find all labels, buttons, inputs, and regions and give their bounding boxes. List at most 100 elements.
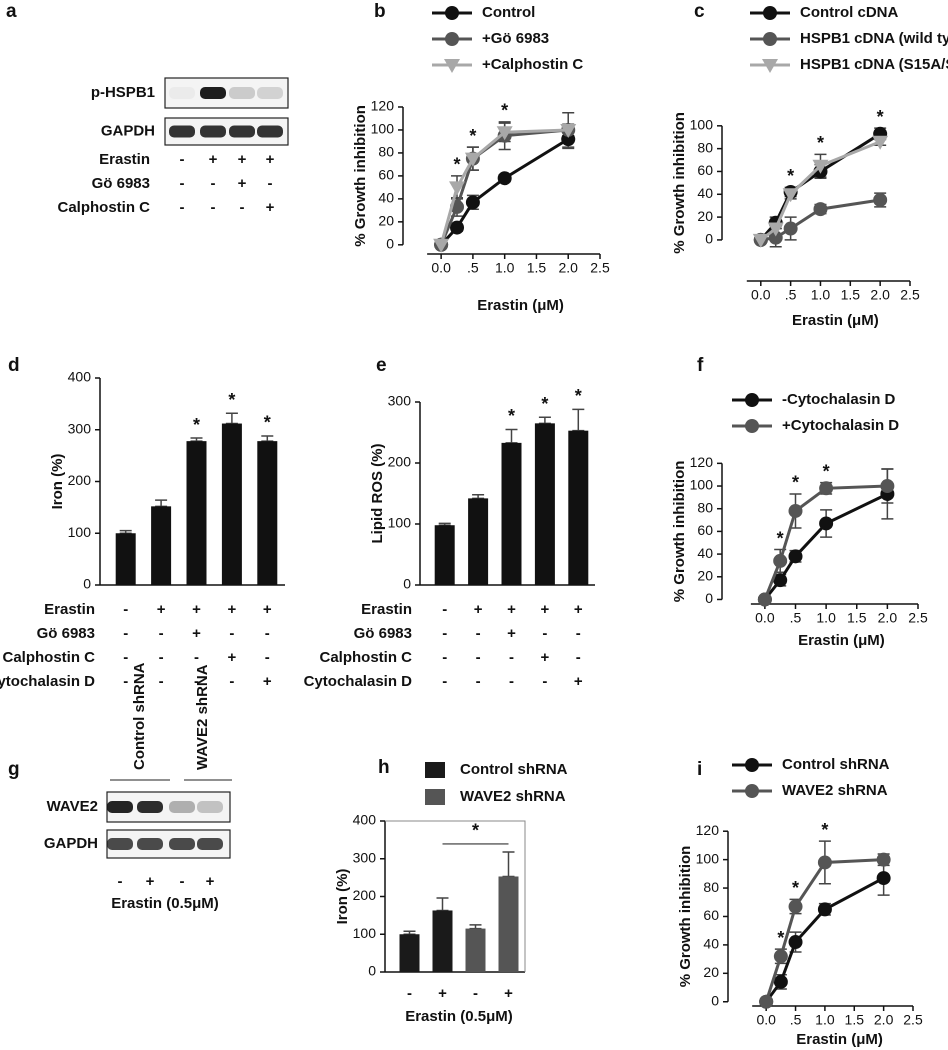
legend-label: WAVE2 shRNA <box>460 788 566 805</box>
blot-band <box>197 801 223 813</box>
y-tick-label: 100 <box>388 515 412 531</box>
x-tick-label: 0.0 <box>431 260 451 276</box>
y-tick-label: 20 <box>703 964 719 980</box>
x-tick-label: + <box>504 985 513 1002</box>
condition-sign: - <box>211 199 216 216</box>
legend-marker <box>763 32 777 46</box>
condition-sign: - <box>240 199 245 216</box>
data-point <box>817 902 832 917</box>
x-tick-label: 0.0 <box>751 287 771 303</box>
y-tick-label: 60 <box>697 162 713 178</box>
condition-sign: - <box>180 199 185 216</box>
y-tick-label: 300 <box>353 849 377 865</box>
y-tick-label: 60 <box>378 167 394 183</box>
x-tick-label: 2.0 <box>874 1012 894 1028</box>
blot-band <box>169 801 195 813</box>
y-tick-label: 300 <box>68 420 92 436</box>
y-tick-label: 200 <box>388 454 412 470</box>
error-bar <box>505 428 518 444</box>
significance-mark: * <box>228 390 235 410</box>
y-tick-label: 200 <box>68 472 92 488</box>
significance-mark: * <box>472 821 479 841</box>
data-point <box>817 855 832 870</box>
bar <box>534 423 555 585</box>
y-tick-label: 20 <box>697 208 713 224</box>
significance-mark: * <box>792 473 799 493</box>
data-point <box>433 238 450 253</box>
condition-label: Cytochalasin D <box>0 673 95 690</box>
bar <box>221 423 242 585</box>
legend-marker <box>745 419 759 433</box>
legend-marker <box>762 59 778 73</box>
condition-sign: + <box>574 673 583 690</box>
y-tick-label: 0 <box>711 992 719 1008</box>
y-tick-label: 80 <box>378 144 394 160</box>
bar <box>468 498 489 585</box>
y-tick-label: 100 <box>353 925 377 941</box>
legend-label: Control cDNA <box>800 4 898 21</box>
y-axis-label: % Growth inhibition <box>352 105 369 247</box>
condition-sign: - <box>542 625 547 642</box>
plot-frame <box>385 820 526 972</box>
condition-label: Cytochalasin D <box>304 673 413 690</box>
condition-sign: + <box>474 601 483 618</box>
condition-sign: - <box>123 601 128 618</box>
condition-sign: + <box>266 151 275 168</box>
y-tick-label: 40 <box>697 545 713 561</box>
panel-letter: b <box>374 1 386 22</box>
data-point <box>773 553 788 568</box>
condition-sign: - <box>442 601 447 618</box>
y-axis-label: % Growth inhibition <box>677 846 694 988</box>
bar <box>434 525 455 585</box>
bar <box>498 876 519 972</box>
error-bar <box>225 412 238 425</box>
blot-band <box>200 87 226 99</box>
data-point <box>449 181 466 196</box>
y-tick-label: 40 <box>378 190 394 206</box>
condition-sign: - <box>442 625 447 642</box>
x-tick-label: - <box>407 985 412 1002</box>
band-label: GAPDH <box>44 835 98 852</box>
blot-band <box>169 125 195 138</box>
condition-sign: - <box>576 625 581 642</box>
y-tick-label: 40 <box>697 185 713 201</box>
y-tick-label: 60 <box>703 907 719 923</box>
panel-letter: a <box>6 1 17 22</box>
blot-band <box>197 838 223 850</box>
legend-marker <box>745 758 759 772</box>
y-axis-label: Iron (%) <box>334 869 351 925</box>
x-tick-label: 2.0 <box>870 287 890 303</box>
condition-label: Erastin (0.5μM) <box>111 895 219 912</box>
condition-sign: - <box>442 649 447 666</box>
legend-marker <box>745 393 759 407</box>
legend-label: Control shRNA <box>782 756 890 773</box>
data-point <box>872 135 889 150</box>
significance-mark: * <box>575 386 582 406</box>
significance-mark: * <box>787 166 794 186</box>
condition-sign: - <box>211 175 216 192</box>
data-point <box>788 549 803 564</box>
y-tick-label: 60 <box>697 522 713 538</box>
x-tick-label: - <box>473 985 478 1002</box>
significance-mark: * <box>817 133 824 153</box>
data-point <box>752 233 769 248</box>
y-axis-label: % Growth inhibition <box>671 461 688 603</box>
legend-label: WAVE2 shRNA <box>782 782 888 799</box>
data-point <box>773 949 788 964</box>
condition-sign: - <box>123 649 128 666</box>
bar <box>257 441 278 585</box>
panel-letter: d <box>8 355 20 376</box>
y-tick-label: 0 <box>705 231 713 247</box>
condition-sign: - <box>476 649 481 666</box>
condition-label: Calphostin C <box>3 649 96 666</box>
blot-band <box>257 87 283 99</box>
data-point <box>773 974 788 989</box>
data-point <box>783 221 798 236</box>
condition-sign: + <box>507 601 516 618</box>
y-tick-label: 200 <box>353 887 377 903</box>
x-tick-label: .5 <box>790 1012 802 1028</box>
y-tick-label: 20 <box>697 567 713 583</box>
data-point <box>497 171 512 186</box>
condition-sign: - <box>194 649 199 666</box>
legend-label: Control <box>482 4 535 21</box>
